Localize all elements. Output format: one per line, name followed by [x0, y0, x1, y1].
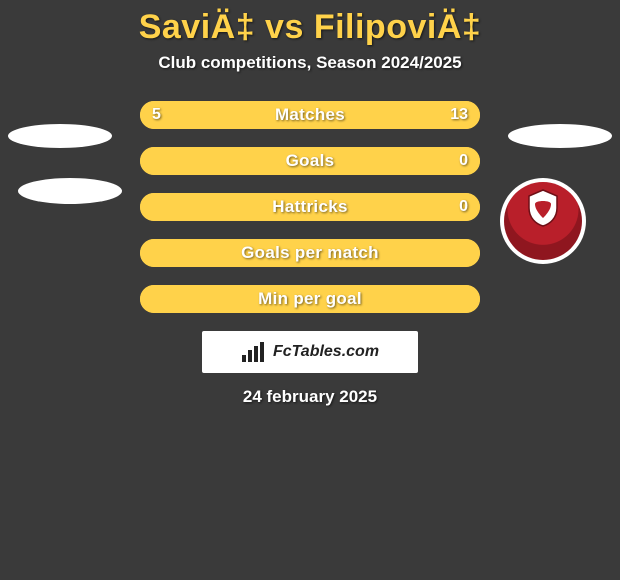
shield-icon: [523, 188, 563, 228]
brand-box: FcTables.com: [202, 331, 418, 373]
player-left-avatar-top: [8, 124, 112, 148]
club-crest-right: [500, 178, 586, 264]
player-left-avatar-bottom: [18, 178, 122, 204]
club-crest-inner: [504, 182, 582, 260]
bars-icon: [241, 341, 267, 363]
date-text: 24 february 2025: [0, 387, 620, 407]
stat-row: Min per goal: [140, 285, 480, 313]
stat-label: Hattricks: [140, 193, 480, 221]
stat-label: Min per goal: [140, 285, 480, 313]
stat-label: Goals per match: [140, 239, 480, 267]
comparison-card: SaviÄ‡ vs FilipoviÄ‡ Club competitions, …: [0, 0, 620, 580]
player-right-avatar-top: [508, 124, 612, 148]
stat-row: Goals per match: [140, 239, 480, 267]
stat-row: 513Matches: [140, 101, 480, 129]
page-subtitle: Club competitions, Season 2024/2025: [0, 53, 620, 73]
brand-text: FcTables.com: [273, 343, 379, 361]
page-title: SaviÄ‡ vs FilipoviÄ‡: [0, 8, 620, 47]
stat-label: Matches: [140, 101, 480, 129]
stat-row: 0Hattricks: [140, 193, 480, 221]
stat-row: 0Goals: [140, 147, 480, 175]
stat-label: Goals: [140, 147, 480, 175]
